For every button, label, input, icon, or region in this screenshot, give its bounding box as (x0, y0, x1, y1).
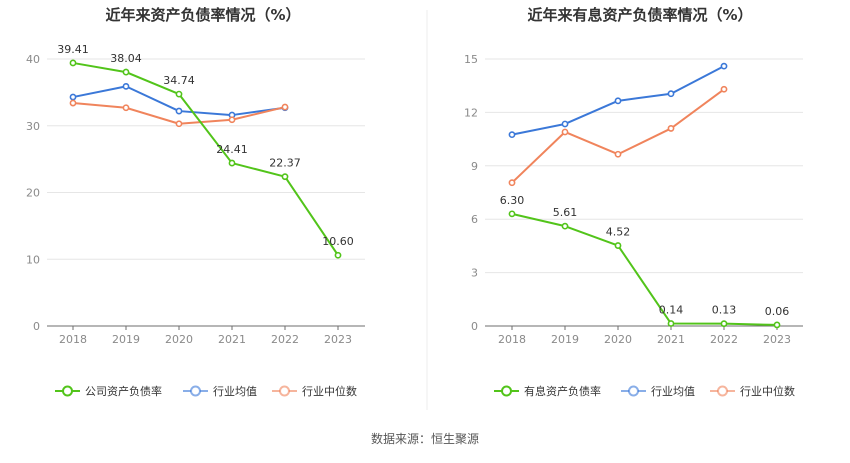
y-tick-label: 3 (471, 267, 478, 280)
data-point[interactable] (122, 68, 130, 76)
legend-item[interactable]: 公司资产负债率 (55, 384, 162, 398)
x-tick-label: 2022 (710, 333, 738, 346)
data-label: 38.04 (110, 52, 142, 65)
y-tick-label: 9 (471, 160, 478, 173)
x-tick-label: 2023 (324, 333, 352, 346)
y-tick-label: 15 (464, 53, 478, 66)
data-point[interactable] (667, 125, 675, 132)
data-point[interactable] (69, 93, 77, 101)
data-point[interactable] (281, 103, 289, 111)
data-point[interactable] (228, 116, 236, 124)
legend-label: 行业中位数 (740, 384, 795, 398)
data-label: 39.41 (57, 43, 89, 56)
data-label: 22.37 (269, 157, 301, 170)
legend-marker-icon (62, 385, 73, 397)
data-point[interactable] (508, 210, 516, 218)
y-tick-label: 0 (471, 320, 478, 333)
legend-label: 行业均值 (213, 385, 257, 398)
data-label: 6.30 (500, 194, 525, 207)
data-label: 0.13 (712, 304, 737, 317)
legend-marker-icon (190, 385, 201, 397)
legend-item[interactable]: 有息资产负债率 (494, 384, 601, 398)
legend-item[interactable]: 行业均值 (183, 385, 257, 398)
interest-bearing-debt-ratio-chart: 近年来有息资产负债率情况（%） 0 3 6 9 12 15 2018 2019 2020 2021 2… (464, 6, 803, 398)
data-point[interactable] (720, 62, 728, 70)
chart-title: 近年来资产负债率情况（%） (105, 6, 300, 24)
data-point[interactable] (614, 97, 622, 105)
legend-marker-icon (501, 385, 512, 397)
data-point[interactable] (175, 107, 183, 115)
y-tick-label: 30 (26, 120, 40, 133)
y-tick-label: 12 (464, 106, 478, 119)
legend-item[interactable]: 行业中位数 (272, 384, 357, 398)
x-tick-label: 2021 (657, 333, 685, 346)
data-label: 10.60 (322, 235, 354, 248)
x-tick-label: 2019 (112, 333, 140, 346)
y-tick-label: 10 (26, 253, 40, 266)
legend-marker-icon (279, 385, 290, 397)
x-tick-label: 2018 (59, 333, 87, 346)
data-point[interactable] (614, 150, 622, 158)
data-label: 4.52 (606, 226, 631, 239)
data-point[interactable] (175, 90, 183, 98)
data-label: 34.74 (163, 74, 195, 87)
chart-title: 近年来有息资产负债率情况（%） (527, 6, 752, 24)
x-tick-label: 2019 (551, 333, 579, 346)
y-tick-label: 0 (33, 320, 40, 333)
data-point[interactable] (69, 59, 77, 67)
legend-marker-icon (717, 385, 728, 397)
x-tick-label: 2022 (271, 333, 299, 346)
data-point[interactable] (122, 104, 130, 112)
data-point[interactable] (720, 85, 728, 93)
data-point[interactable] (561, 120, 569, 128)
data-point[interactable] (508, 179, 516, 187)
data-point[interactable] (561, 222, 569, 230)
x-tick-label: 2021 (218, 333, 246, 346)
y-tick-label: 6 (471, 213, 478, 226)
data-point[interactable] (228, 159, 236, 167)
data-label: 24.41 (216, 143, 248, 156)
legend-label: 行业均值 (651, 385, 695, 398)
data-source-label: 数据来源：恒生聚源 (370, 432, 479, 446)
data-point[interactable] (175, 120, 183, 128)
data-label: 0.06 (765, 305, 790, 318)
data-point[interactable] (508, 131, 516, 139)
legend-label: 行业中位数 (302, 384, 357, 398)
data-label: 5.61 (553, 206, 578, 219)
legend-item[interactable]: 行业均值 (621, 385, 695, 398)
legend-label: 有息资产负债率 (524, 384, 601, 398)
data-point[interactable] (720, 320, 728, 328)
series-line (72, 61, 339, 256)
legend-item[interactable]: 行业中位数 (710, 384, 795, 398)
data-label: 0.14 (659, 304, 684, 317)
y-tick-label: 40 (26, 53, 40, 66)
data-point[interactable] (69, 99, 77, 107)
x-tick-label: 2020 (165, 333, 193, 346)
data-point[interactable] (281, 173, 289, 181)
y-tick-label: 20 (26, 187, 40, 200)
data-point[interactable] (667, 320, 675, 327)
x-tick-label: 2020 (604, 333, 632, 346)
debt-ratio-chart: 近年来资产负债率情况（%） 0 10 20 30 40 2018 2019 2020 2021 20… (26, 6, 365, 398)
data-point[interactable] (561, 128, 569, 136)
x-tick-label: 2018 (498, 333, 526, 346)
legend-label: 公司资产负债率 (85, 384, 162, 398)
data-point[interactable] (122, 82, 130, 90)
x-tick-label: 2023 (763, 333, 791, 346)
series-line (511, 212, 778, 326)
legend-marker-icon (628, 385, 639, 397)
data-point[interactable] (334, 251, 342, 259)
data-point[interactable] (667, 90, 675, 98)
data-point[interactable] (614, 242, 622, 249)
data-point[interactable] (773, 321, 781, 329)
